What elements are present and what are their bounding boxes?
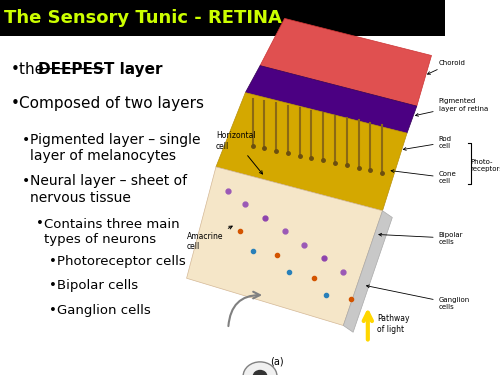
Text: •: • <box>11 96 20 111</box>
Polygon shape <box>260 18 432 106</box>
Text: Contains three main
types of neurons: Contains three main types of neurons <box>44 217 180 246</box>
Text: Pigmented
layer of retina: Pigmented layer of retina <box>416 99 488 116</box>
Text: •: • <box>22 133 30 147</box>
Text: Pigmented layer – single
layer of melanocytes: Pigmented layer – single layer of melano… <box>30 133 201 164</box>
Text: •: • <box>22 174 30 188</box>
Text: Horizontal
cell: Horizontal cell <box>216 131 262 174</box>
Text: •: • <box>49 304 57 317</box>
Text: Photoreceptor cells: Photoreceptor cells <box>57 255 186 268</box>
Text: Neural layer – sheet of
nervous tissue: Neural layer – sheet of nervous tissue <box>30 174 188 205</box>
Text: Photo-
receptors: Photo- receptors <box>470 159 500 172</box>
Text: •: • <box>49 279 57 292</box>
Text: •: • <box>11 62 20 77</box>
Text: Amacrine
cell: Amacrine cell <box>186 226 232 251</box>
FancyArrowPatch shape <box>228 292 260 326</box>
Text: Cone
cell: Cone cell <box>391 170 456 184</box>
Text: (a): (a) <box>270 356 284 366</box>
Circle shape <box>243 362 277 375</box>
Circle shape <box>254 370 266 375</box>
Text: Choroid: Choroid <box>428 60 466 74</box>
Text: Rod
cell: Rod cell <box>404 136 452 150</box>
Text: •: • <box>36 217 44 231</box>
Text: Ganglion
cells: Ganglion cells <box>366 285 470 310</box>
Text: Pathway
of light: Pathway of light <box>378 314 410 333</box>
Polygon shape <box>216 93 407 211</box>
Text: the: the <box>19 62 49 77</box>
Polygon shape <box>246 66 417 133</box>
Text: •: • <box>49 255 57 268</box>
Text: Bipolar
cells: Bipolar cells <box>379 232 463 244</box>
Text: Composed of two layers: Composed of two layers <box>19 96 204 111</box>
Text: The Sensory Tunic - RETINA: The Sensory Tunic - RETINA <box>4 9 282 27</box>
Text: DEEPEST layer: DEEPEST layer <box>38 62 162 77</box>
FancyBboxPatch shape <box>0 0 446 36</box>
Text: Ganglion cells: Ganglion cells <box>57 304 150 317</box>
Polygon shape <box>344 211 392 332</box>
Text: Bipolar cells: Bipolar cells <box>57 279 138 292</box>
Polygon shape <box>186 167 382 326</box>
